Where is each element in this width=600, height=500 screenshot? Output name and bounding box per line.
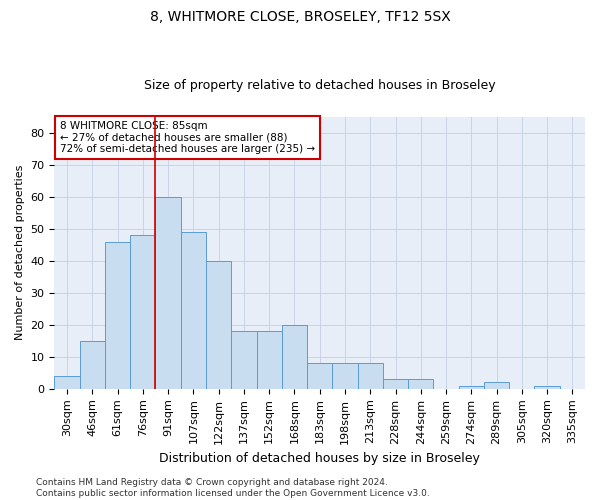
Bar — [535, 386, 560, 389]
Bar — [383, 379, 408, 389]
Bar — [408, 379, 433, 389]
Bar — [257, 331, 282, 389]
Bar — [80, 341, 105, 389]
Bar — [130, 235, 155, 389]
Bar — [458, 386, 484, 389]
Title: Size of property relative to detached houses in Broseley: Size of property relative to detached ho… — [144, 79, 496, 92]
Y-axis label: Number of detached properties: Number of detached properties — [15, 165, 25, 340]
Bar — [307, 363, 332, 389]
Bar — [181, 232, 206, 389]
Bar — [231, 331, 257, 389]
Text: 8 WHITMORE CLOSE: 85sqm
← 27% of detached houses are smaller (88)
72% of semi-de: 8 WHITMORE CLOSE: 85sqm ← 27% of detache… — [60, 121, 315, 154]
X-axis label: Distribution of detached houses by size in Broseley: Distribution of detached houses by size … — [159, 452, 480, 465]
Bar — [332, 363, 358, 389]
Bar — [358, 363, 383, 389]
Bar — [55, 376, 80, 389]
Text: Contains HM Land Registry data © Crown copyright and database right 2024.
Contai: Contains HM Land Registry data © Crown c… — [36, 478, 430, 498]
Bar — [105, 242, 130, 389]
Bar — [282, 325, 307, 389]
Bar — [484, 382, 509, 389]
Bar — [206, 261, 231, 389]
Bar — [155, 197, 181, 389]
Text: 8, WHITMORE CLOSE, BROSELEY, TF12 5SX: 8, WHITMORE CLOSE, BROSELEY, TF12 5SX — [149, 10, 451, 24]
